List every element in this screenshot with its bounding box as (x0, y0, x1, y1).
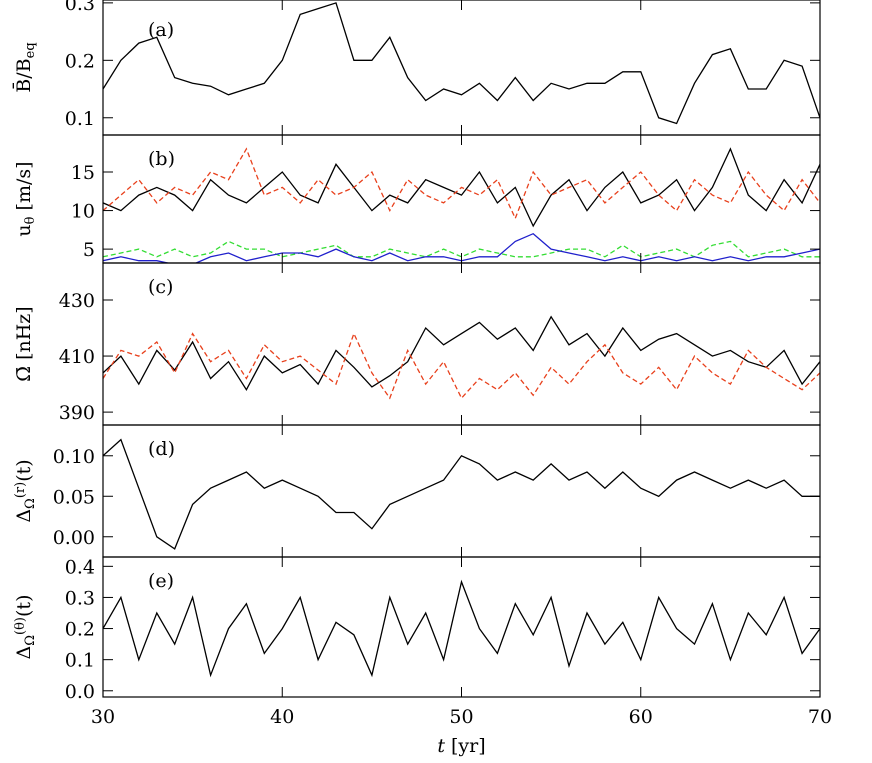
y-axis-label-part: (t) (13, 595, 35, 617)
panel: 390 410 430 (c) Ω̄ [nHz] (13, 262, 821, 426)
panel: 0.1 0.2 0.3 (a) B̄/Beq (12, 0, 821, 136)
y-tick-label: 0.10 (53, 446, 95, 468)
y-axis-label-part: Ω (23, 498, 38, 509)
y-axis-label-part: θ (23, 216, 38, 224)
y-axis-label: uθ [m/s] (13, 161, 38, 236)
y-tick-label: 0.0 (65, 681, 95, 703)
y-axis-label-part: u (13, 224, 35, 236)
y-axis-label-part: Δ (13, 646, 35, 660)
x-tick-label: 60 (629, 706, 653, 728)
data-line (103, 579, 820, 678)
y-tick-label: 0.00 (53, 527, 95, 549)
panel-frame (102, 0, 821, 136)
panel-frame (102, 134, 821, 264)
y-tick-label: 390 (59, 402, 95, 424)
y-axis-label: B̄/Beq (12, 42, 38, 92)
panel: 5 10 15 (b) uθ [m/s] (13, 134, 821, 264)
y-tick-label: 0.1 (65, 650, 95, 672)
y-axis-label-part: Ω (23, 635, 38, 646)
y-axis-label: ΔΩ(r)(t) (13, 459, 38, 522)
data-line (103, 240, 820, 258)
y-tick-label: 0.1 (65, 108, 95, 130)
y-axis-label-part: Δ (13, 509, 35, 523)
y-axis-label-part: (r) (13, 482, 28, 498)
y-axis-label-part: (θ) (13, 617, 28, 635)
y-axis-label: Ω̄ [nHz] (13, 306, 35, 381)
y-tick-label: 430 (59, 290, 95, 312)
y-tick-label: 410 (59, 346, 95, 368)
y-axis-label-part: [m/s] (13, 161, 35, 216)
y-tick-label: 0.2 (65, 619, 95, 641)
panel: 0.0 0.1 0.2 0.3 0.4 30 40 50 60 70 (e) ΔΩ(θ)(t) t [y… (13, 556, 832, 757)
y-tick-label: 10 (71, 201, 95, 223)
y-axis-label-part: B̄/B (12, 58, 35, 92)
plot-area (103, 315, 820, 400)
x-axis-label: t [yr] (437, 735, 485, 757)
x-tick-label: 40 (270, 706, 294, 728)
data-line (103, 315, 820, 391)
x-tick-label: 30 (91, 706, 115, 728)
x-tick-label: 50 (449, 706, 473, 728)
y-tick-label: 0.3 (65, 0, 95, 15)
plot-area (103, 579, 820, 678)
y-axis-label-part: Ω̄ [nHz] (13, 306, 35, 381)
y-tick-label: 5 (83, 239, 95, 261)
y-tick-label: 15 (71, 162, 95, 184)
panel-label: (a) (148, 19, 174, 41)
x-tick-label: 70 (808, 706, 832, 728)
data-line (103, 438, 820, 550)
data-line (103, 147, 820, 220)
y-axis-label-part: (t) (13, 459, 35, 481)
x-axis-label-part: [yr] (445, 735, 486, 757)
y-tick-label: 0.3 (65, 587, 95, 609)
panel-label: (b) (148, 148, 175, 170)
x-axis-label-part: t (437, 735, 445, 757)
y-tick-label: 0.05 (53, 486, 95, 508)
panel-label: (d) (148, 438, 175, 460)
data-line (103, 147, 820, 228)
y-axis-label: ΔΩ(θ)(t) (13, 595, 38, 660)
panel: 0.00 0.05 0.10 (d) ΔΩ(r)(t) (13, 424, 821, 558)
plot-area (103, 2, 820, 125)
y-tick-label: 0.2 (65, 50, 95, 72)
plot-area (103, 147, 820, 263)
panel-frame (102, 424, 821, 558)
y-tick-label: 0.4 (65, 556, 95, 578)
panel-frame (102, 262, 821, 426)
data-line (103, 2, 820, 125)
panel-label: (e) (148, 570, 174, 592)
data-line (103, 331, 820, 400)
panel-label: (c) (148, 276, 173, 298)
y-axis-label-part: eq (23, 42, 38, 58)
plot-area (103, 438, 820, 550)
